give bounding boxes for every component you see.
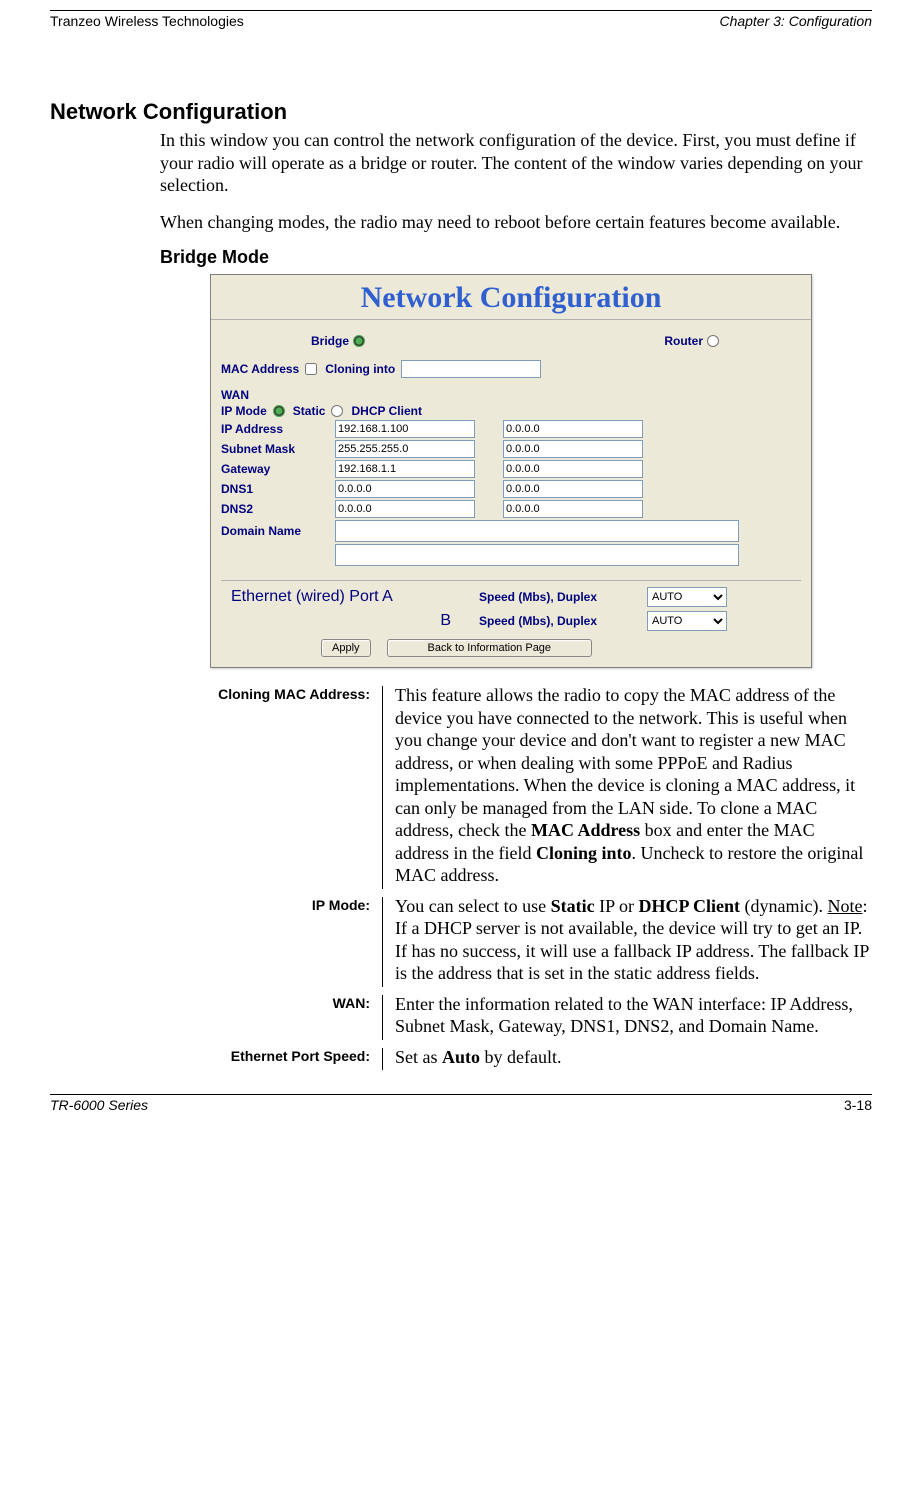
static-radio[interactable] — [273, 405, 285, 417]
eth-port-title-b: B — [231, 612, 471, 630]
apply-button[interactable]: Apply — [321, 639, 371, 657]
header-left: Tranzeo Wireless Technologies — [50, 13, 244, 29]
header-right: Chapter 3: Configuration — [719, 13, 872, 29]
speed-select-b[interactable]: AUTO — [647, 611, 727, 631]
speed-select-a[interactable]: AUTO — [647, 587, 727, 607]
def-label-wan: WAN: — [50, 991, 382, 1011]
subnet-mask-input[interactable] — [335, 440, 475, 458]
eth-port-prefix: Ethernet (wired) Port — [231, 588, 382, 605]
cloning-into-label: Cloning into — [325, 362, 395, 376]
def-body-wan: Enter the information related to the WAN… — [383, 991, 872, 1044]
subnet-mask-row-label: Subnet Mask — [221, 442, 331, 456]
ip-address-row-label: IP Address — [221, 422, 331, 436]
static-label: Static — [293, 404, 326, 418]
mac-address-label: MAC Address — [221, 362, 299, 376]
page-title: Network Configuration — [50, 99, 872, 125]
cloning-into-input[interactable] — [401, 360, 541, 378]
ip-address-input-2[interactable] — [503, 420, 643, 438]
router-label: Router — [664, 334, 703, 348]
gateway-input[interactable] — [335, 460, 475, 478]
dns1-input[interactable] — [335, 480, 475, 498]
dhcp-client-label: DHCP Client — [351, 404, 421, 418]
gateway-row-label: Gateway — [221, 462, 331, 476]
dns2-row-label: DNS2 — [221, 502, 331, 516]
def-label-eth: Ethernet Port Speed: — [50, 1044, 382, 1064]
footer-line: TR-6000 Series 3-18 — [50, 1094, 872, 1113]
ip-mode-label: IP Mode — [221, 404, 267, 418]
bridge-radio-label[interactable]: Bridge — [311, 334, 367, 348]
def-body-ip-mode: You can select to use Static IP or DHCP … — [383, 893, 872, 991]
eth-port-title-a: Ethernet (wired) Port A — [231, 588, 471, 606]
def-body-eth: Set as Auto by default. — [383, 1044, 872, 1075]
intro-paragraph-2: When changing modes, the radio may need … — [160, 211, 872, 234]
router-radio[interactable] — [707, 335, 719, 347]
subnet-mask-input-2[interactable] — [503, 440, 643, 458]
domain-name-label: Domain Name — [221, 524, 331, 538]
def-label-ip-mode: IP Mode: — [50, 893, 382, 913]
def-body-cloning-mac: This feature allows the radio to copy th… — [383, 682, 872, 893]
dns2-input[interactable] — [335, 500, 475, 518]
speed-duplex-a-label: Speed (Mbs), Duplex — [479, 590, 639, 604]
mac-address-checkbox[interactable] — [305, 363, 317, 375]
speed-duplex-b-label: Speed (Mbs), Duplex — [479, 614, 639, 628]
network-config-screenshot: Network Configuration Bridge Router MAC … — [210, 274, 812, 668]
bridge-radio[interactable] — [353, 335, 365, 347]
eth-port-a: A — [382, 588, 393, 605]
footer-left: TR-6000 Series — [50, 1097, 148, 1113]
wan-label: WAN — [221, 388, 249, 402]
domain-name-input-1[interactable] — [335, 520, 739, 542]
dhcp-client-radio[interactable] — [331, 405, 343, 417]
back-info-button[interactable]: Back to Information Page — [387, 639, 593, 657]
gateway-input-2[interactable] — [503, 460, 643, 478]
dns2-input-2[interactable] — [503, 500, 643, 518]
definitions-table: Cloning MAC Address: This feature allows… — [50, 682, 872, 1074]
intro-paragraph-1: In this window you can control the netwo… — [160, 129, 872, 197]
def-label-cloning-mac: Cloning MAC Address: — [50, 682, 382, 702]
domain-name-input-2[interactable] — [335, 544, 739, 566]
dns1-input-2[interactable] — [503, 480, 643, 498]
router-radio-label[interactable]: Router — [664, 334, 721, 348]
header-line: Tranzeo Wireless Technologies Chapter 3:… — [50, 10, 872, 29]
ip-address-input[interactable] — [335, 420, 475, 438]
bridge-label: Bridge — [311, 334, 349, 348]
ss-title: Network Configuration — [211, 275, 811, 319]
bridge-mode-heading: Bridge Mode — [160, 247, 872, 268]
dns1-row-label: DNS1 — [221, 482, 331, 496]
footer-right: 3-18 — [844, 1097, 872, 1113]
